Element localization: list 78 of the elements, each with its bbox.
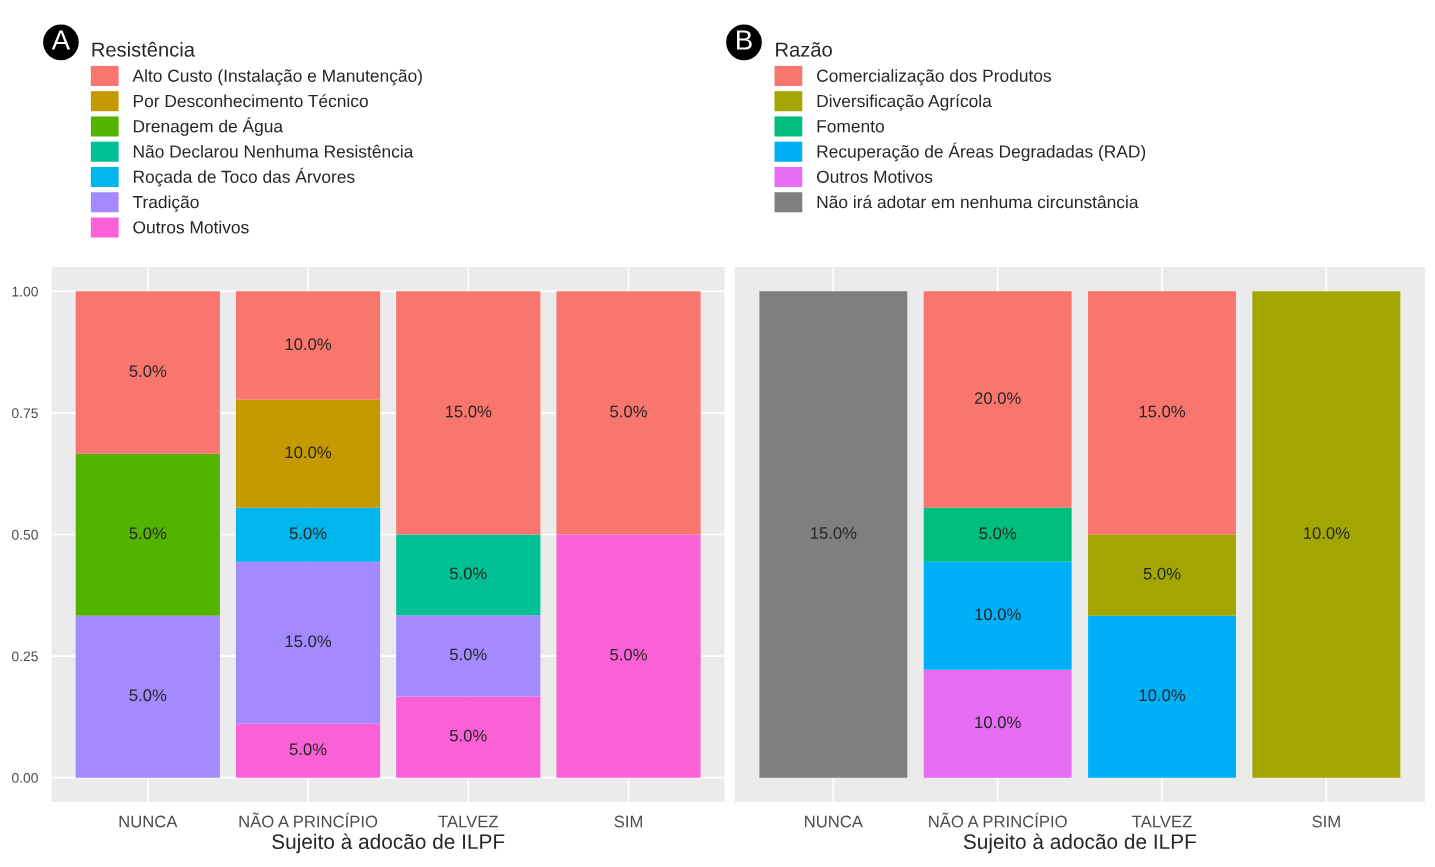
annotation: 10.0% [285,338,332,351]
bar [1252,291,1401,778]
annotation: 5.0% [129,689,167,702]
bar [75,615,220,778]
bar [1088,291,1236,535]
legend-label: Por Desconhecimento Técnico [133,94,368,108]
legend-label: Não irá adotar em nenhuma circunstância [817,195,1139,209]
legend-label: Comercialização dos Produtos [817,69,1051,86]
legend-label: Fomento [817,120,884,133]
x-tick-label: NUNCA [805,815,863,828]
y-tick-label: 0.00 [11,772,38,783]
x-tick-label: NUNCA [119,815,178,828]
legend-label: Outros Motivos [133,220,249,234]
annotation: 10.0% [975,608,1021,621]
legend-label: Tradição [132,195,199,212]
annotation: 20.0% [974,392,1021,405]
legend-title: Razão [776,42,832,57]
annotation: 15.0% [1139,405,1186,418]
bar [235,291,381,400]
x-tick-label: TALVEZ [1132,815,1192,828]
bar [75,453,220,616]
x-tick-label: TALVEZ [438,815,499,828]
y-tick-label: 1.00 [12,286,38,297]
bar [235,507,381,562]
x-axis-title: Sujeito à adocão de ILPF [963,833,1196,854]
bar [396,534,541,616]
x-axis-title: Sujeito à adocão de ILPF [272,833,505,854]
annotation: 15.0% [445,405,492,418]
bar [556,534,701,778]
x-tick-label: NÃO A PRINCÍPIO [239,812,378,828]
annotation: 10.0% [285,446,332,459]
bar [235,723,381,778]
bar [235,561,381,724]
legend-label: Roçada de Toco das Árvores [133,167,355,187]
x-tick-label: SIM [614,815,642,828]
bar [396,615,541,697]
text: A [51,30,71,50]
legend-label: Diversificação Agrícola [817,94,992,111]
annotation: 10.0% [975,716,1021,729]
annotation: 10.0% [1303,527,1350,539]
annotation: 5.0% [449,729,487,742]
bar [396,696,541,778]
text: B [737,30,752,50]
y-tick-label: 0.75 [11,408,38,419]
annotation: 5.0% [449,567,487,580]
annotation: 15.0% [285,635,332,648]
bar [923,507,1072,562]
y-tick-label: 0.25 [11,651,38,662]
x-tick-label: SIM [1312,815,1340,828]
annotation: 5.0% [289,527,327,540]
annotation: 5.0% [289,743,327,756]
annotation: 5.0% [610,405,647,418]
legend-title: Resistência [92,41,195,57]
bar [759,291,908,778]
bar [923,669,1072,778]
x-tick-label: NÃO A PRINCÍPIO [929,812,1067,828]
bar [75,291,220,454]
legend-label: Drenagem de Água [133,117,284,136]
legend-label: Alto Custo (Instalação e Manutenção) [132,69,422,86]
annotation: 5.0% [129,527,167,540]
legend-label: Outros Motivos [816,170,933,183]
annotation: 5.0% [1143,567,1181,580]
bar [1088,534,1236,616]
annotation: 15.0% [810,527,857,539]
bar [1088,615,1236,778]
bar [556,291,701,535]
annotation: 10.0% [1139,689,1186,702]
annotation: 5.0% [449,648,487,661]
bar [396,291,541,535]
annotation: 5.0% [129,365,167,378]
annotation: 5.0% [610,648,647,661]
legend-label: Recuperação de Áreas Degradadas (RAD) [817,142,1146,162]
bar [923,291,1072,508]
bar [235,399,381,508]
bar [923,561,1072,670]
annotation: 5.0% [979,527,1017,540]
y-tick-label: 0.50 [11,529,38,540]
legend-label: Não Declarou Nenhuma Resistência [133,144,414,158]
